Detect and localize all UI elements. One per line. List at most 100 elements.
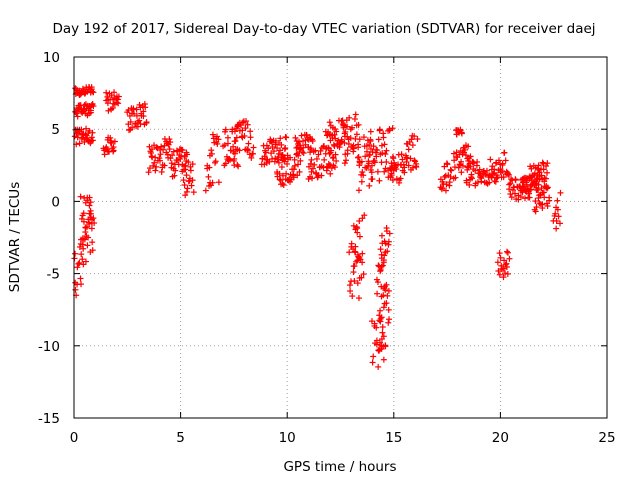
data-point: [512, 177, 519, 184]
data-point: [321, 156, 328, 163]
data-point: [439, 185, 446, 192]
data-point: [499, 160, 506, 167]
data-point: [209, 179, 216, 186]
data-point: [90, 89, 97, 96]
data-point: [355, 144, 362, 151]
data-point: [441, 173, 448, 180]
data-point: [506, 171, 513, 178]
data-point: [508, 194, 515, 201]
data-point: [377, 315, 384, 322]
data-point: [325, 145, 332, 152]
data-point: [183, 172, 190, 179]
data-point: [308, 156, 315, 163]
data-point: [263, 142, 270, 149]
data-point: [277, 135, 284, 142]
data-point: [542, 175, 549, 182]
data-point: [360, 134, 367, 141]
data-point: [90, 103, 97, 110]
data-point: [344, 133, 351, 140]
data-point: [371, 159, 378, 166]
data-point: [242, 125, 249, 132]
data-point: [233, 134, 240, 141]
data-point: [356, 218, 363, 225]
data-point: [80, 218, 87, 225]
data-point: [166, 136, 173, 143]
data-point: [244, 121, 251, 128]
data-point: [486, 179, 493, 186]
data-point: [317, 147, 324, 154]
data-point: [544, 184, 551, 191]
data-point: [231, 150, 238, 157]
data-point: [366, 182, 373, 189]
data-point: [236, 147, 243, 154]
data-point: [557, 189, 564, 196]
data-point: [352, 249, 359, 256]
data-point: [455, 164, 462, 171]
data-point: [379, 150, 386, 157]
data-point: [544, 185, 551, 192]
data-point: [351, 277, 358, 284]
data-point: [376, 339, 383, 346]
data-point: [465, 143, 472, 150]
data-point: [327, 170, 334, 177]
data-point: [85, 234, 92, 241]
data-point: [224, 140, 231, 147]
data-point: [379, 329, 386, 336]
x-tick-label: 15: [385, 430, 402, 446]
data-point: [477, 173, 484, 180]
data-point: [450, 150, 457, 157]
data-point: [385, 319, 392, 326]
data-point: [388, 160, 395, 167]
data-point: [74, 264, 81, 271]
data-points: [71, 83, 564, 370]
data-point: [261, 153, 268, 160]
data-point: [523, 181, 530, 188]
data-point: [247, 134, 254, 141]
y-axis-label: SDTVAR / TECUs: [7, 182, 23, 292]
data-point: [386, 230, 393, 237]
data-point: [343, 157, 350, 164]
data-point: [292, 134, 299, 141]
data-point: [462, 152, 469, 159]
data-point: [86, 127, 93, 134]
data-point: [239, 119, 246, 126]
data-point: [501, 149, 508, 156]
data-point: [405, 162, 412, 169]
data-point: [349, 124, 356, 131]
data-point: [351, 262, 358, 269]
data-point: [359, 215, 366, 222]
data-point: [369, 176, 376, 183]
data-point: [461, 146, 468, 153]
data-point: [339, 117, 346, 124]
data-point: [115, 93, 122, 100]
data-point: [262, 149, 269, 156]
data-point: [489, 163, 496, 170]
data-point: [247, 128, 254, 135]
data-point: [205, 173, 212, 180]
data-point: [374, 147, 381, 154]
data-point: [278, 141, 285, 148]
data-point: [355, 295, 362, 302]
data-point: [177, 155, 184, 162]
data-point: [354, 225, 361, 232]
data-point: [503, 264, 510, 271]
data-point: [185, 159, 192, 166]
data-point: [458, 158, 465, 165]
data-point: [189, 161, 196, 168]
data-point: [345, 140, 352, 147]
data-point: [313, 155, 320, 162]
data-point: [295, 152, 302, 159]
data-point: [91, 220, 98, 227]
data-point: [344, 150, 351, 157]
data-point: [348, 240, 355, 247]
data-point: [552, 210, 559, 217]
data-point: [82, 258, 89, 265]
data-point: [326, 150, 333, 157]
data-point: [544, 169, 551, 176]
data-point: [235, 163, 242, 170]
data-point: [71, 133, 78, 140]
data-point: [276, 170, 283, 177]
grid-lines: [74, 57, 607, 418]
data-point: [171, 172, 178, 179]
data-point: [511, 190, 518, 197]
